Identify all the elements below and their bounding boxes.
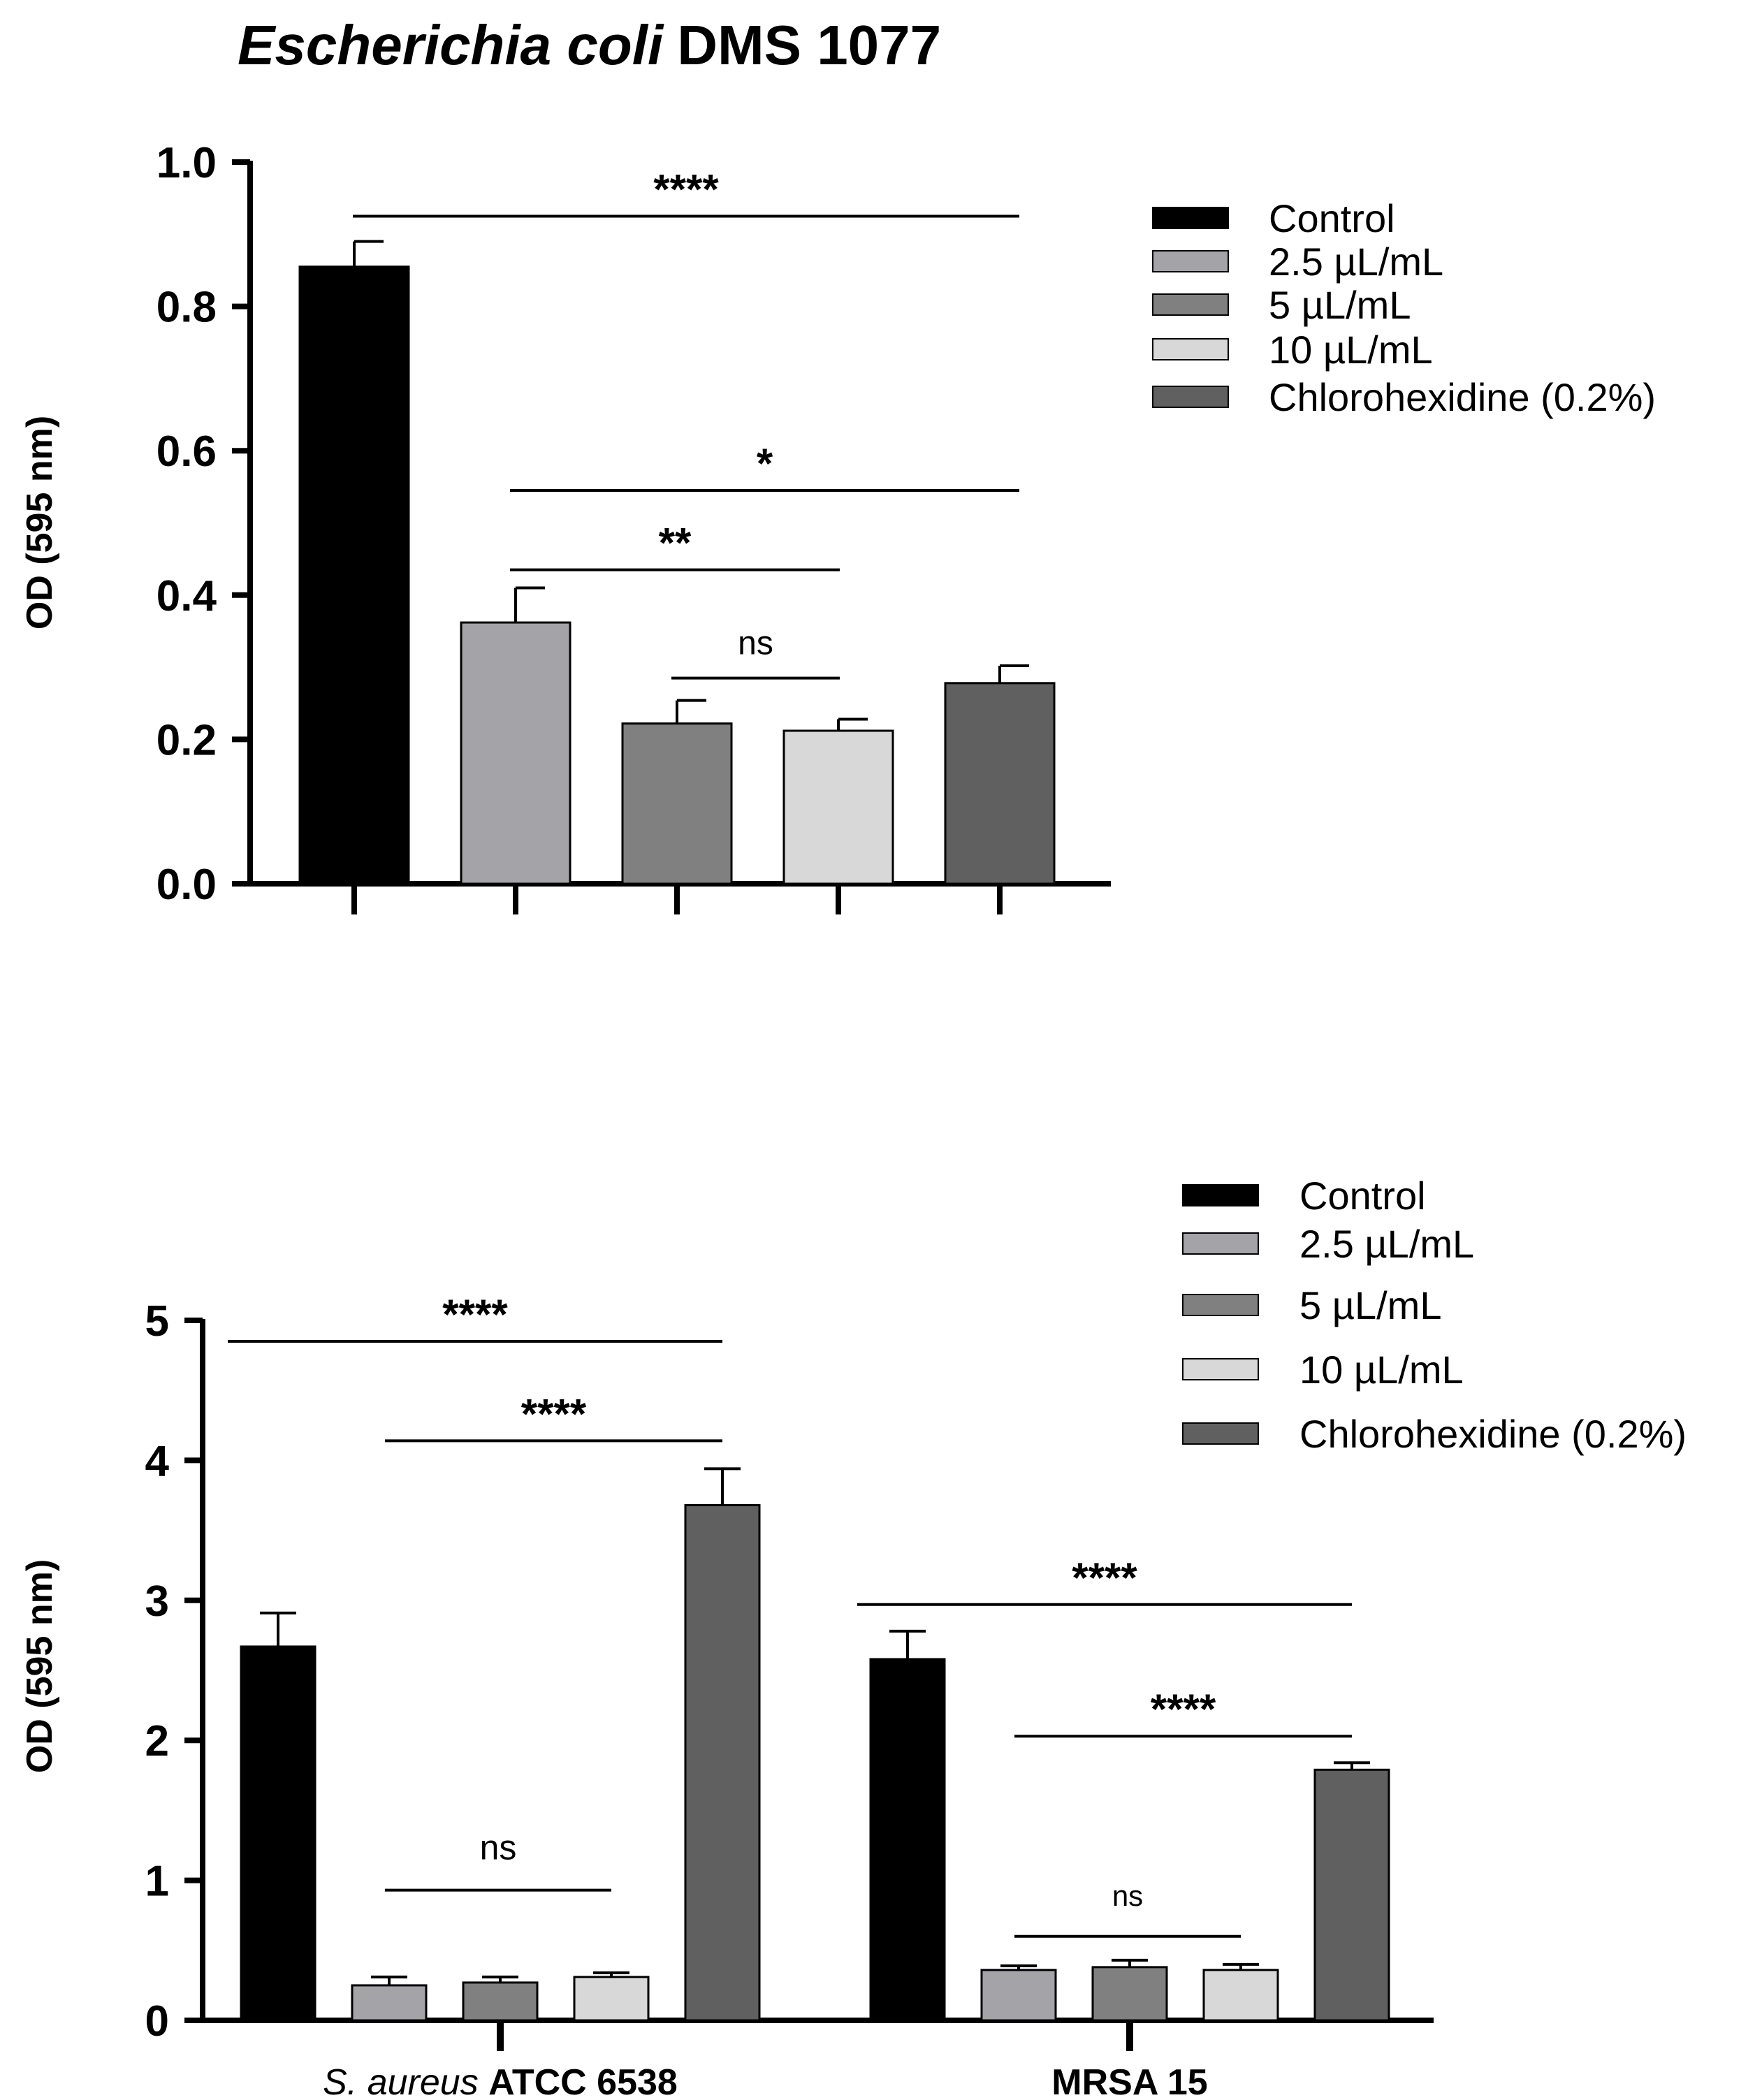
chart2-legend-swatch (1182, 1358, 1259, 1380)
chart2-y-tick-label: 1 (145, 1858, 169, 1906)
chart2-y-tick-label: 3 (145, 1577, 169, 1626)
chart2-significance-label: **** (1151, 1686, 1216, 1733)
chart2-y-tick-label: 2 (145, 1717, 169, 1765)
chart2: 0 1 2 3 4 5 OD (595 nm) S. aureus ATCC 6538 MRSA… (20, 1174, 1687, 2100)
chart1-significance-label: ** (659, 520, 692, 567)
chart1-bar (460, 621, 571, 885)
chart1-title-italic: Escherichia coli (238, 14, 664, 76)
chart2-legend-swatch (1182, 1422, 1259, 1445)
chart1: 0.00.20.40.60.81.0OD (595 nm)*******nsCo… (20, 139, 1656, 914)
chart2-y-tick-label: 5 (145, 1297, 169, 1346)
chart1-y-tick-label: 0.0 (156, 861, 217, 909)
chart1-bar (944, 682, 1056, 885)
chart2-bar (240, 1645, 316, 2022)
chart2-bar (351, 1984, 428, 2022)
chart2-bar (1313, 1768, 1390, 2022)
chart1-legend-label: 10 µL/mL (1269, 328, 1433, 372)
chart1-y-tick-label: 0.8 (156, 284, 217, 332)
chart2-legend-swatch (1182, 1184, 1259, 1206)
chart1-legend-swatch (1152, 250, 1229, 272)
chart1-y-tick-label: 0.6 (156, 428, 217, 476)
chart2-category-label: S. aureus ATCC 6538 (323, 2062, 678, 2100)
chart2-category-label: MRSA 15 (1051, 2062, 1207, 2100)
chart2-significance-label: **** (521, 1390, 587, 1437)
chart2-bar (869, 1658, 946, 2022)
chart1-y-tick-label: 1.0 (156, 139, 217, 187)
chart2-legend-swatch (1182, 1232, 1259, 1255)
chart1-bar (298, 265, 410, 885)
chart2-legend-label: Chlorohexidine (0.2%) (1299, 1412, 1687, 1456)
chart2-bar (573, 1976, 650, 2022)
chart2-legend-label: Control (1299, 1174, 1426, 1218)
chart2-significance-label: **** (1072, 1554, 1137, 1601)
chart1-bar (621, 722, 733, 885)
chart1-y-label: OD (595 nm) (20, 416, 60, 629)
chart1-legend-swatch (1152, 293, 1229, 316)
chart2-y-tick-label: 4 (145, 1437, 170, 1485)
chart1-legend-swatch (1152, 386, 1229, 408)
chart2-bar (980, 1969, 1057, 2022)
chart1-y-tick-label: 0.4 (156, 572, 217, 620)
chart2-significance-label: ns (480, 1828, 517, 1867)
chart2-category-bold: ATCC 6538 (488, 2062, 678, 2100)
chart1-significance-label: * (757, 440, 773, 487)
chart2-y-tick-label: 0 (145, 1997, 169, 2046)
chart2-bar (684, 1504, 761, 2022)
chart1-legend-label: 2.5 µL/mL (1269, 240, 1443, 284)
chart1-legend-swatch (1152, 207, 1229, 229)
chart2-bar (1202, 1969, 1279, 2022)
chart2-category-bold: MRSA 15 (1051, 2062, 1207, 2100)
chart2-legend-swatch (1182, 1294, 1259, 1316)
chart1-significance-label: **** (653, 166, 719, 212)
chart2-y-label: OD (595 nm) (20, 1559, 60, 1773)
chart1-title-rest: DMS 1077 (677, 14, 941, 76)
chart2-legend-label: 5 µL/mL (1299, 1283, 1441, 1327)
chart1-legend-swatch (1152, 338, 1229, 360)
chart1-significance-label: ns (738, 625, 773, 662)
chart2-category-italic: S. aureus (323, 2062, 488, 2100)
chart2-bar (1091, 1966, 1168, 2022)
chart2-bar (462, 1981, 539, 2022)
chart1-legend-label: Control (1269, 196, 1395, 240)
chart2-significance-label: ns (1112, 1879, 1143, 1912)
chart1-y-tick-label: 0.2 (156, 716, 217, 764)
chart1-legend-label: Chlorohexidine (0.2%) (1269, 375, 1656, 419)
chart1-bar (782, 729, 894, 885)
chart1-legend-label: 5 µL/mL (1269, 283, 1411, 327)
chart1-title: Escherichia coli DMS 1077 (238, 14, 941, 76)
chart2-legend-label: 10 µL/mL (1299, 1348, 1464, 1392)
chart2-legend-label: 2.5 µL/mL (1299, 1222, 1474, 1266)
chart2-significance-label: **** (442, 1291, 508, 1338)
